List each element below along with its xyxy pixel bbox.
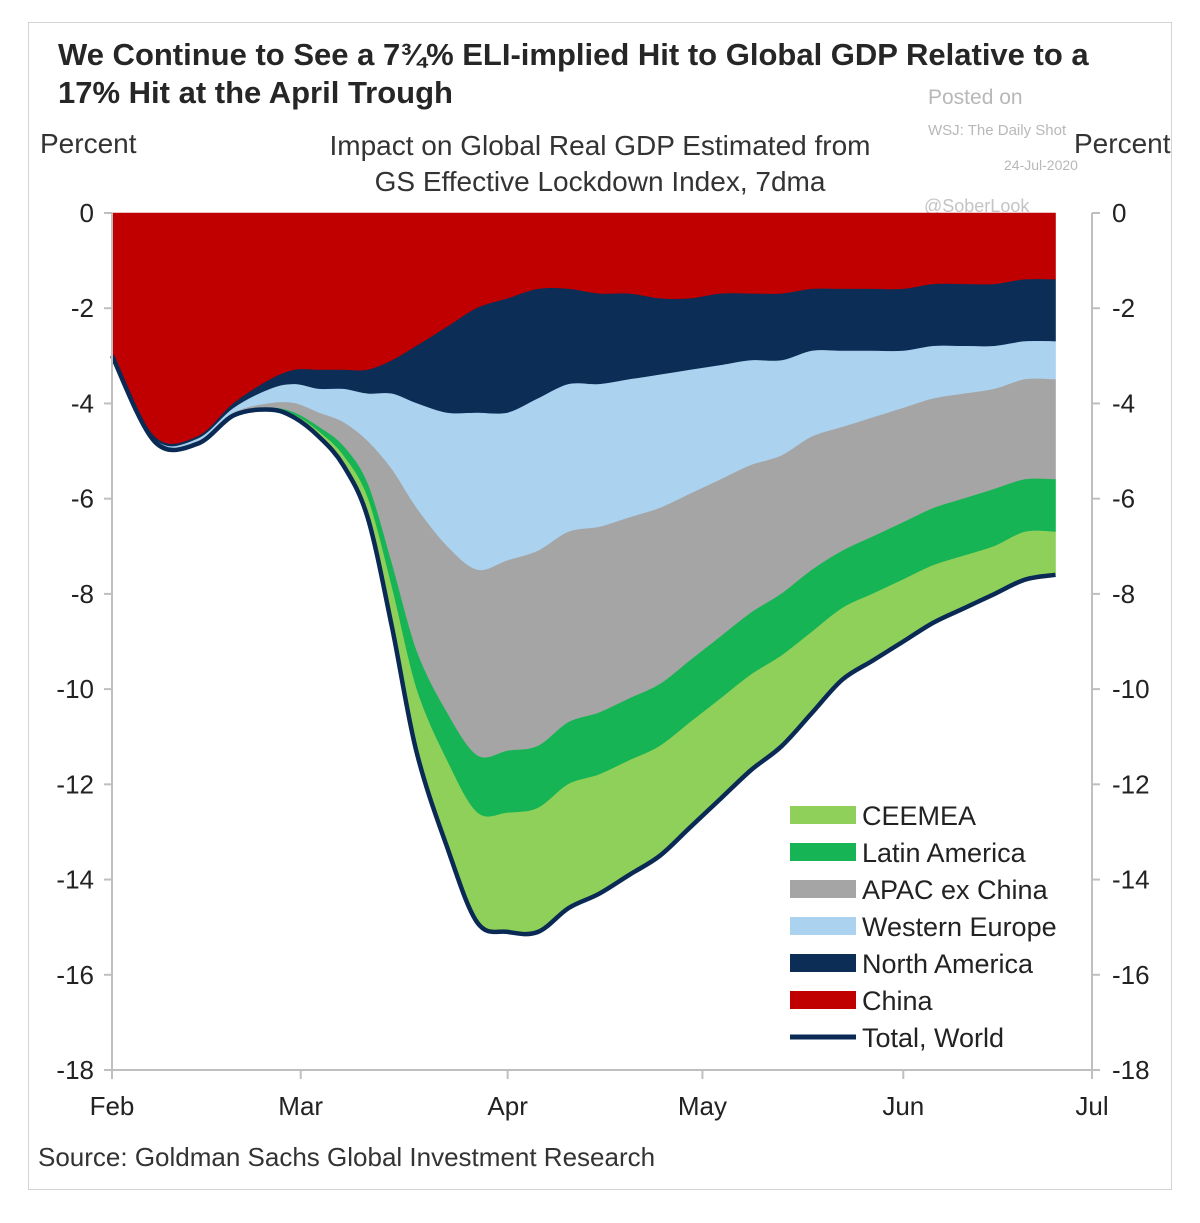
chart-subtitle-line-1: Impact on Global Real GDP Estimated from xyxy=(329,130,871,161)
x-tick-label-jul: Jul xyxy=(1075,1091,1108,1121)
watermark-outlet: WSJ: The Daily Shot xyxy=(928,122,1067,139)
y-tick-label-left: 0 xyxy=(80,198,94,228)
legend-swatch-western-europe xyxy=(790,917,856,935)
y-tick-label-right: -12 xyxy=(1112,769,1150,799)
y-tick-label-left: -12 xyxy=(56,769,94,799)
legend-label-latin-america: Latin America xyxy=(862,838,1027,868)
y-tick-label-right: -8 xyxy=(1112,579,1135,609)
chart-subtitle-line-2: GS Effective Lockdown Index, 7dma xyxy=(374,166,826,197)
chart-frame xyxy=(28,22,1172,1190)
x-tick-label-mar: Mar xyxy=(278,1091,323,1121)
chart-subtitle: Impact on Global Real GDP Estimated from… xyxy=(280,128,920,200)
x-tick-label-jun: Jun xyxy=(882,1091,924,1121)
legend-label-western-europe: Western Europe xyxy=(862,912,1057,942)
left-axis-unit-label: Percent xyxy=(40,128,137,159)
legend-swatch-north-america xyxy=(790,954,856,972)
line-total-world xyxy=(109,354,1056,937)
legend-swatch-latin-america xyxy=(790,843,856,861)
y-tick-label-right: -6 xyxy=(1112,484,1135,514)
y-tick-label-left: -18 xyxy=(56,1055,94,1085)
x-tick-label-feb: Feb xyxy=(90,1091,135,1121)
axes: 0 0 -2 -2 -4 -4 -6 -6 -8 -8 -10 -10 -12 -12 -14 -14 -16 -… xyxy=(56,198,1149,1121)
y-tick-label-left: -2 xyxy=(71,293,94,323)
y-tick-label-left: -6 xyxy=(71,484,94,514)
watermark-date: 24-Jul-2020 xyxy=(1004,157,1078,173)
watermark-posted-on: Posted on xyxy=(928,86,1023,109)
x-tick-label-apr: Apr xyxy=(487,1091,528,1121)
y-tick-label-right: -4 xyxy=(1112,388,1135,418)
y-tick-label-left: -14 xyxy=(56,865,94,895)
y-tick-label-left: -16 xyxy=(56,960,94,990)
legend: CEEMEA Latin America APAC ex China Western … xyxy=(790,801,1057,1053)
legend-swatch-china xyxy=(790,991,856,1009)
legend-label-ceemea: CEEMEA xyxy=(862,801,976,831)
y-tick-label-right: -2 xyxy=(1112,293,1135,323)
y-tick-label-right: 0 xyxy=(1112,198,1126,228)
y-tick-label-left: -4 xyxy=(71,388,94,418)
legend-label-total-world: Total, World xyxy=(862,1023,1004,1053)
legend-label-north-america: North America xyxy=(862,949,1034,979)
right-axis-unit-label: Percent xyxy=(1074,128,1171,159)
y-tick-label-right: -10 xyxy=(1112,674,1150,704)
legend-label-china: China xyxy=(862,986,934,1016)
chart-title: We Continue to See a 7¾% ELI-implied Hit… xyxy=(58,37,1089,110)
y-tick-label-left: -10 xyxy=(56,674,94,704)
x-tick-label-may: May xyxy=(678,1091,727,1121)
watermark-handle: @SoberLook xyxy=(924,196,1030,216)
y-tick-label-left: -8 xyxy=(71,579,94,609)
y-tick-label-right: -14 xyxy=(1112,865,1150,895)
area-layers xyxy=(109,212,1056,937)
legend-swatch-apac-ex-china xyxy=(790,880,856,898)
source-note: Source: Goldman Sachs Global Investment … xyxy=(38,1142,656,1172)
legend-label-apac-ex-china: APAC ex China xyxy=(862,875,1049,905)
y-tick-label-right: -16 xyxy=(1112,960,1150,990)
legend-swatch-ceemea xyxy=(790,806,856,824)
y-tick-label-right: -18 xyxy=(1112,1055,1150,1085)
